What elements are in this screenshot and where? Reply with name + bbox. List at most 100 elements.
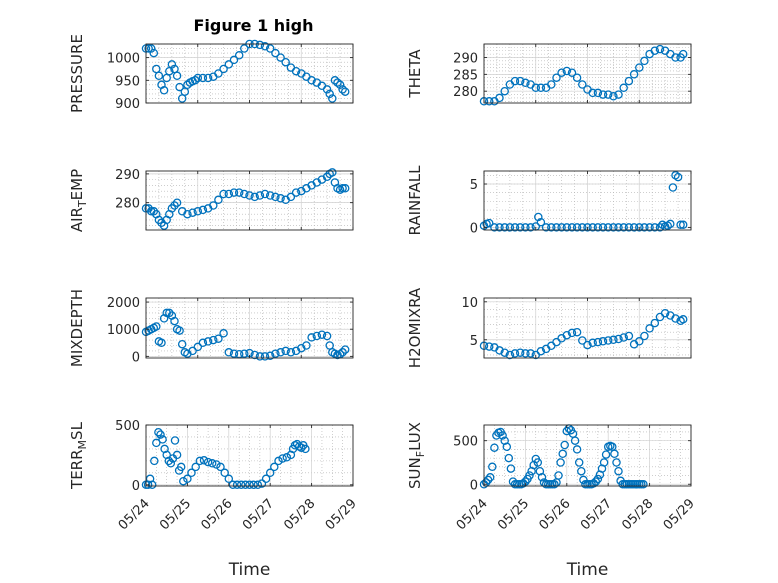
data-point (175, 326, 184, 335)
data-point (624, 76, 634, 86)
data-point (188, 208, 197, 217)
data-point (193, 342, 203, 352)
data-point (521, 223, 530, 232)
data-point (236, 480, 246, 490)
data-point (552, 73, 561, 82)
data-point (219, 329, 228, 338)
data-point (550, 480, 559, 489)
data-point (655, 44, 665, 54)
x-tick-label: 05/25 (157, 496, 194, 533)
data-point (567, 68, 577, 77)
y-tick-label: 950 (115, 74, 140, 89)
y-tick-label: 290 (453, 51, 478, 66)
y-tick-label: 1000 (107, 52, 140, 67)
data-point (333, 78, 342, 87)
data-point (193, 73, 203, 83)
data-point (328, 94, 337, 103)
data-point (521, 349, 530, 358)
x-tick-label: 05/26 (199, 496, 236, 533)
data-point (640, 223, 649, 232)
data-point (240, 349, 249, 358)
data-point (234, 188, 244, 197)
data-point (619, 83, 628, 93)
data-point (676, 220, 685, 230)
data-point (172, 71, 182, 81)
data-point (276, 348, 285, 357)
data-point (547, 223, 556, 232)
data-point (635, 337, 644, 346)
data-point (562, 223, 572, 232)
x-axis-label: Time (228, 560, 271, 580)
data-point (645, 324, 654, 333)
series-markers (141, 308, 350, 361)
data-point (249, 480, 258, 490)
data-point (234, 51, 244, 60)
data-point (166, 459, 176, 468)
data-point (195, 456, 205, 466)
data-point (504, 453, 514, 463)
y-axis-label: MIXDEPTH (68, 289, 86, 367)
data-point (245, 191, 254, 200)
data-point (645, 223, 654, 232)
data-point (286, 348, 296, 357)
data-point (240, 189, 249, 199)
data-point (533, 458, 543, 467)
data-point (260, 189, 270, 199)
data-point (547, 80, 556, 89)
data-point (495, 223, 504, 232)
data-point (629, 70, 639, 79)
data-point (216, 462, 225, 472)
data-point (198, 205, 208, 215)
data-point (519, 479, 528, 488)
x-tick-label: 05/26 (537, 496, 574, 533)
data-point (506, 464, 516, 473)
data-point (591, 477, 601, 486)
data-point (167, 60, 177, 69)
data-point (260, 42, 270, 51)
series-markers (479, 44, 688, 106)
data-point (338, 184, 347, 193)
minor-grid (146, 43, 353, 104)
y-axis-label: AIRTEMP (68, 169, 89, 232)
data-point (593, 337, 603, 347)
data-point (598, 90, 608, 99)
y-tick-label: 900 (115, 97, 140, 112)
data-point (322, 331, 332, 341)
x-tick-label: 05/25 (495, 496, 532, 533)
data-point (488, 462, 497, 472)
data-point (183, 209, 192, 219)
data-point (588, 88, 597, 98)
data-point (598, 337, 608, 346)
data-point (198, 73, 208, 83)
data-point (152, 438, 161, 448)
data-point (328, 168, 337, 177)
data-point (583, 340, 592, 350)
data-point (228, 480, 238, 490)
data-point (265, 351, 275, 361)
data-point (270, 462, 279, 472)
data-point (220, 468, 229, 478)
y-tick-label: 285 (453, 68, 478, 83)
minor-grid (146, 298, 353, 358)
x-tick-label: 05/28 (619, 496, 656, 533)
data-point (498, 431, 507, 440)
subplot-3: 280 290 AIRTEMP (68, 168, 354, 232)
data-point (495, 346, 504, 355)
data-point (505, 350, 515, 360)
data-point (526, 349, 535, 358)
data-point (203, 457, 213, 467)
data-point (219, 64, 228, 74)
data-point (276, 194, 285, 203)
y-tick-label: 0 (470, 478, 478, 493)
data-point (176, 462, 186, 472)
subplot-8: 0 500 05/24 05/25 05/26 05/27 05/28 05/29 Time SU… (406, 422, 698, 580)
data-point (609, 92, 618, 101)
minor-grid (146, 424, 353, 486)
data-point (250, 192, 259, 202)
data-point (190, 76, 200, 85)
data-point (483, 475, 493, 485)
data-point (340, 345, 350, 354)
data-point (250, 350, 259, 360)
data-point (154, 71, 164, 81)
data-point (521, 78, 530, 88)
